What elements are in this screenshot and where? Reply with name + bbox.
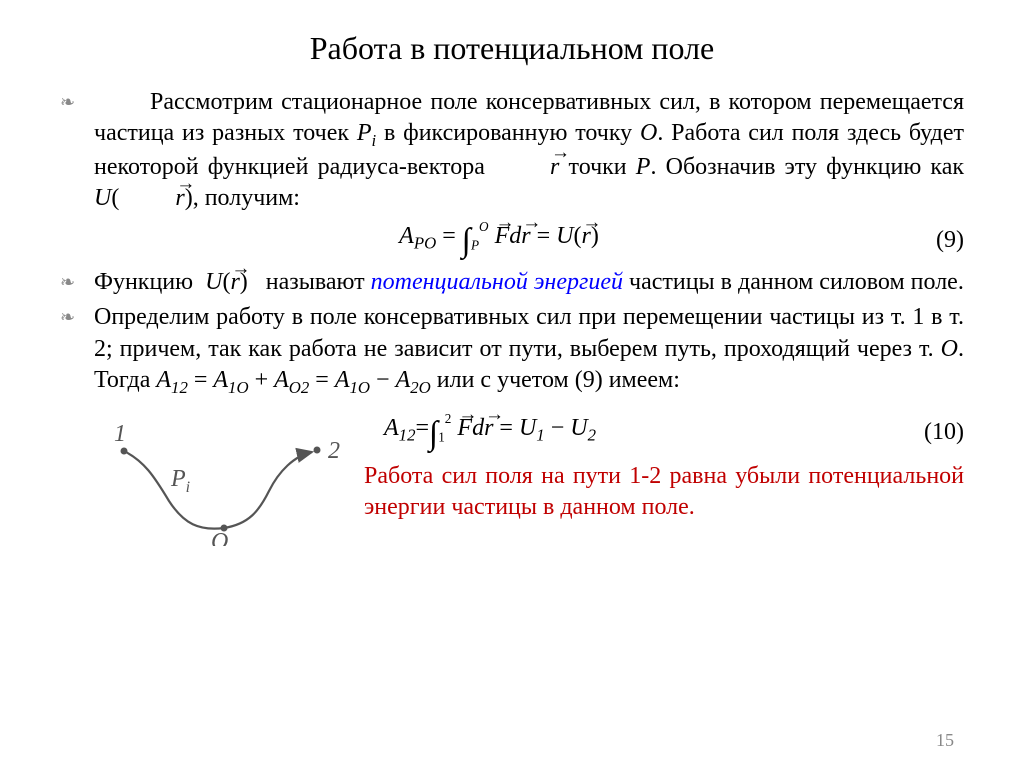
red-conclusion: Работа сил поля на пути 1-2 равна убыли … xyxy=(364,461,964,523)
bullet-1: ❧ Рассмотрим стационарное поле консерват… xyxy=(60,87,964,214)
bullet-2: ❧ Функцию U(r) называют потенциальной эн… xyxy=(60,267,964,298)
vector-F: F xyxy=(495,221,510,252)
vector-r: r xyxy=(494,152,559,183)
term-potential-energy: потенциальной энергией xyxy=(371,269,623,295)
path-diagram: 1 2 Pi O xyxy=(94,406,354,546)
equation-9-body: APO = ∫PO Fdr = U(r) xyxy=(94,218,904,263)
diagram-label-1: 1 xyxy=(114,421,126,447)
bottom-section: 1 2 Pi O A12=∫12 Fdr = U1 − U2 (10) Рабо… xyxy=(60,406,964,546)
equation-10-body: A12=∫12 Fdr = U1 − U2 xyxy=(364,410,904,455)
vector-r: r xyxy=(119,183,184,214)
equation-9-number: (9) xyxy=(904,225,964,256)
content-area: ❧ Рассмотрим стационарное поле консерват… xyxy=(60,87,964,546)
equation-9: APO = ∫PO Fdr = U(r) (9) xyxy=(94,218,964,263)
vector-r: r xyxy=(521,221,530,252)
para-3: Определим работу в поле консервативных с… xyxy=(94,302,964,398)
bullet-icon: ❧ xyxy=(60,302,94,398)
para-2: Функцию U(r) называют потенциальной энер… xyxy=(94,267,964,298)
bullet-icon: ❧ xyxy=(60,87,94,214)
diagram-label-o: O xyxy=(211,529,228,546)
diagram-label-2: 2 xyxy=(328,438,340,464)
equation-10: A12=∫12 Fdr = U1 − U2 (10) xyxy=(364,410,964,455)
vector-r: r xyxy=(581,221,590,252)
equation-10-number: (10) xyxy=(904,417,964,448)
vector-r: r xyxy=(230,267,239,298)
bottom-right: A12=∫12 Fdr = U1 − U2 (10) Работа сил по… xyxy=(354,406,964,546)
diagram-svg: 1 2 Pi O xyxy=(94,406,354,546)
bullet-3: ❧ Определим работу в поле консервативных… xyxy=(60,302,964,398)
vector-F: F xyxy=(457,413,472,444)
para-1: Рассмотрим стационарное поле консерватив… xyxy=(94,87,964,214)
slide-title: Работа в потенциальном поле xyxy=(60,30,964,67)
diagram-label-pi: Pi xyxy=(170,466,190,496)
vector-r: r xyxy=(484,413,493,444)
bullet-icon: ❧ xyxy=(60,267,94,298)
page-number: 15 xyxy=(936,730,954,751)
